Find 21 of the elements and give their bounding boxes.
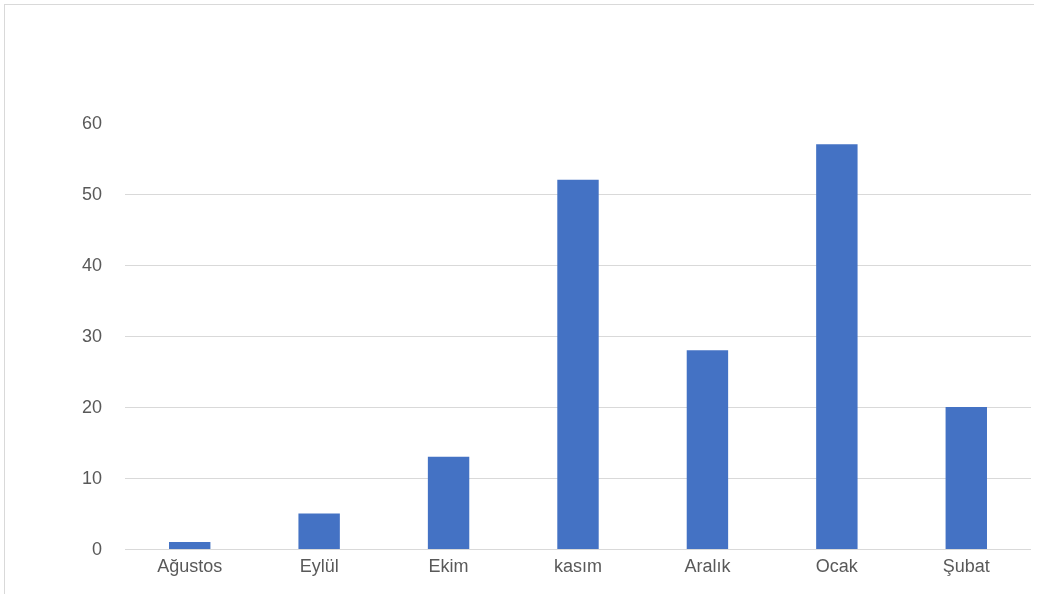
y-tick-label: 40: [81, 255, 102, 276]
y-tick-label: 60: [81, 113, 102, 134]
y-tick-label: 50: [81, 184, 102, 205]
bar: [557, 179, 599, 549]
bar: [169, 541, 211, 549]
x-tick-label: Ağustos: [157, 555, 223, 576]
x-tick-label: Aralık: [684, 555, 732, 576]
bar: [686, 350, 729, 549]
bar: [427, 456, 470, 549]
bar: [945, 407, 987, 549]
x-tick-label: Ekim: [428, 555, 469, 576]
x-tick-label: Şubat: [942, 555, 990, 576]
y-tick-label: 20: [81, 397, 102, 418]
x-tick-label: Eylül: [299, 555, 339, 576]
x-tick-label: kasım: [553, 555, 603, 576]
y-tick-label: 30: [81, 326, 102, 347]
y-tick-label: 10: [81, 468, 102, 489]
bar: [298, 513, 340, 549]
bar: [816, 144, 858, 549]
x-tick-label: Ocak: [815, 555, 859, 576]
y-tick-label: 0: [91, 539, 102, 560]
